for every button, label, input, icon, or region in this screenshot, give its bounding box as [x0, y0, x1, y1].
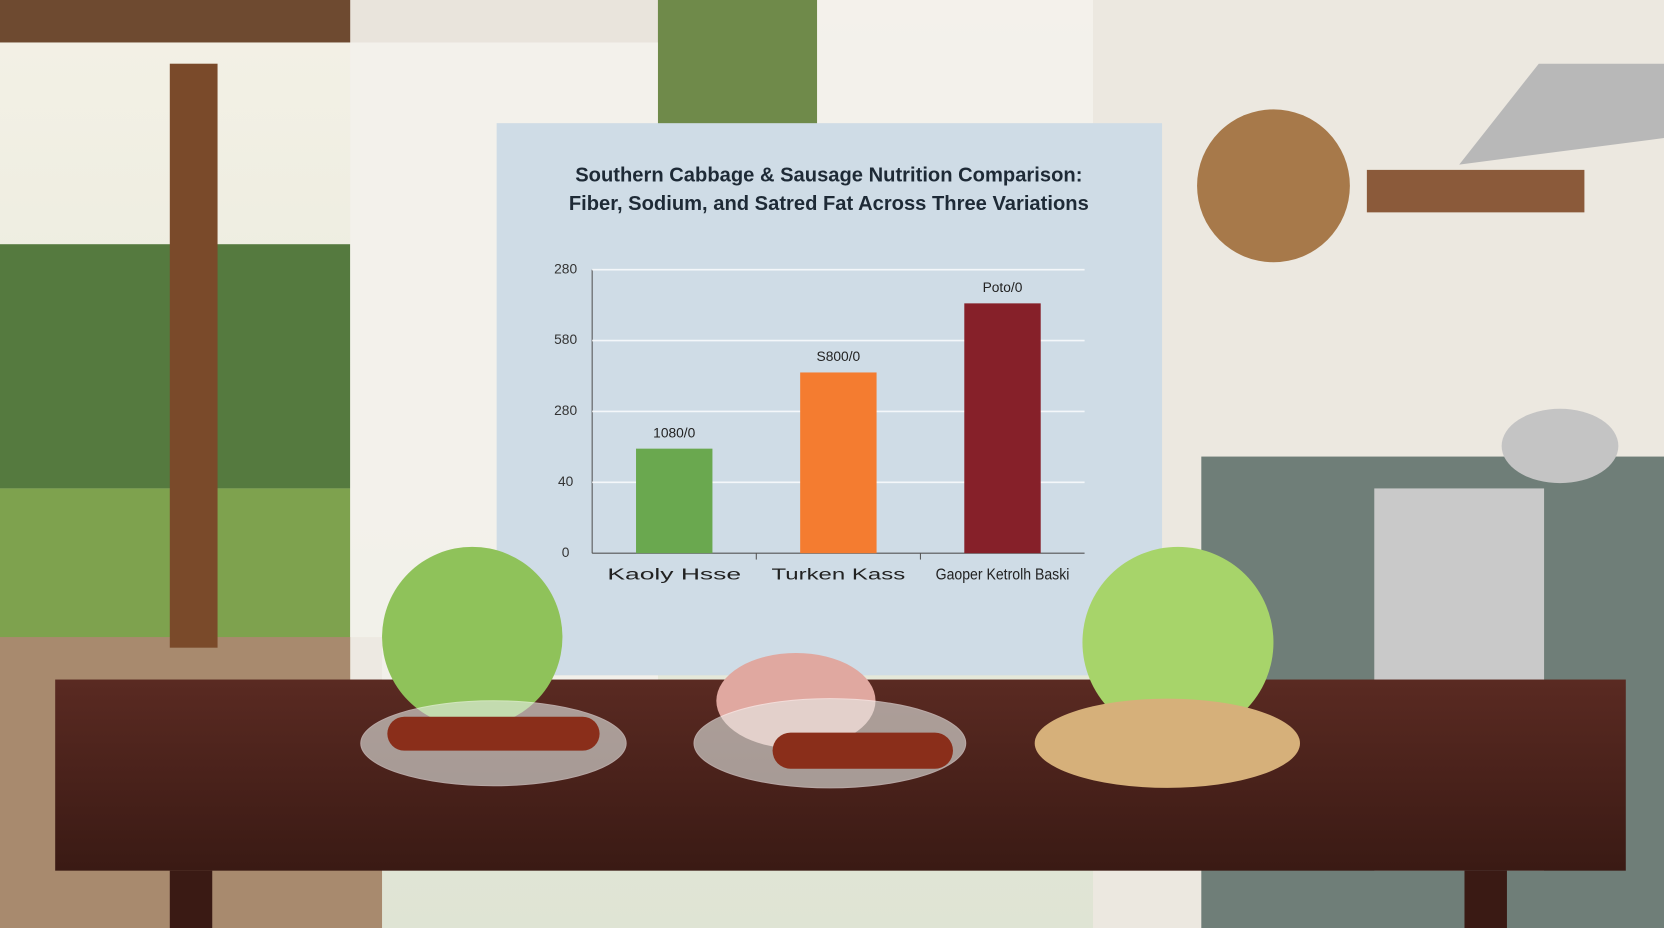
y-tick-label: 40: [558, 474, 574, 489]
beans-bowl: [1034, 698, 1300, 788]
value-label: Poto/0: [983, 280, 1023, 295]
value-label: S800/0: [817, 349, 861, 364]
sausage: [387, 716, 600, 751]
x-tick-label: Turken Kass: [772, 567, 906, 584]
value-label: 1080/0: [653, 425, 695, 440]
chart: Southern Cabbage & Sausage Nutrition Com…: [554, 165, 1089, 584]
bar: [964, 303, 1041, 554]
sausage: [772, 732, 953, 769]
y-tick-label: 280: [554, 403, 577, 418]
y-tick-label: 0: [562, 545, 570, 560]
table-leg: [169, 870, 213, 928]
y-tick-label: 580: [554, 332, 577, 347]
post: [169, 63, 218, 648]
curtain: [817, 0, 1094, 128]
x-tick-label: Gaoper Ketrolh Baski: [936, 567, 1070, 584]
cabbage: [382, 546, 563, 728]
y-tick-label: 280: [554, 261, 577, 276]
hood: [1459, 63, 1664, 165]
window: [657, 0, 818, 128]
wall-basket: [1197, 109, 1350, 263]
bar: [636, 448, 713, 554]
x-tick-label: Kaoly Hsse: [607, 567, 741, 584]
chart-title: Southern Cabbage & Sausage Nutrition Com…: [575, 165, 1082, 187]
cabbage-half: [1082, 546, 1274, 738]
shelf: [1366, 169, 1585, 213]
bar: [800, 372, 877, 554]
chart-title: Fiber, Sodium, and Satred Fat Across Thr…: [569, 193, 1089, 215]
pot: [1501, 408, 1619, 484]
table-leg: [1464, 870, 1507, 928]
